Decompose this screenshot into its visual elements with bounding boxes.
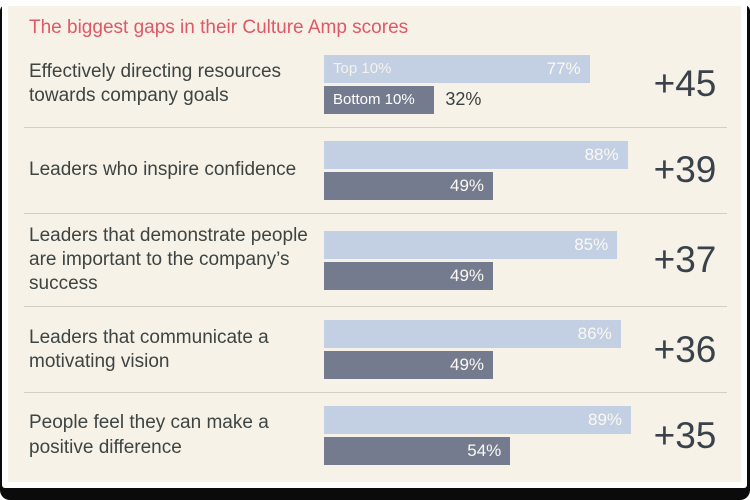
top-10-bar: 89%: [324, 406, 632, 435]
top-10-value: 85%: [574, 234, 609, 254]
top-10-bar: 88%: [324, 140, 628, 169]
bar-pair: Top 10% 77% Bottom 10% 32%: [324, 54, 643, 114]
gap-value: +36: [653, 328, 717, 370]
bar-pair: 89% 54%: [324, 406, 643, 466]
bar-pair: 88% 49%: [324, 140, 643, 200]
category-label: Leaders that communicate a motivating vi…: [29, 326, 269, 372]
gap-value: +37: [653, 239, 717, 280]
category-label: People feel they can make a positive dif…: [29, 412, 269, 458]
top-10-value: 88%: [584, 144, 619, 164]
top-10-value: 77%: [546, 58, 581, 78]
top-10-value: 89%: [588, 410, 623, 430]
bottom-10-value: 54%: [467, 441, 502, 461]
top-10-value: 86%: [577, 324, 612, 344]
gap-value: +35: [653, 414, 717, 456]
bottom-10-bar: Bottom 10%: [324, 85, 435, 114]
bottom-10-value: 49%: [450, 175, 485, 195]
bottom-10-bar: 49%: [324, 171, 494, 200]
chart-card: The biggest gaps in their Culture Amp sc…: [2, 0, 747, 488]
chart-title: The biggest gaps in their Culture Amp sc…: [29, 17, 409, 38]
category-label: Effectively directing resources towards …: [29, 61, 282, 107]
gap-value: +39: [653, 149, 717, 191]
bottom-10-value: 49%: [450, 265, 485, 285]
top-10-legend-label: Top 10%: [333, 60, 392, 78]
bottom-10-legend-label: Bottom 10%: [333, 91, 415, 109]
top-10-bar: 85%: [324, 230, 618, 259]
chart-row: People feel they can make a positive dif…: [24, 392, 727, 478]
chart-rows: Effectively directing resources towards …: [24, 42, 727, 478]
chart-row: Leaders who inspire confidence 88% 49% +…: [24, 126, 727, 213]
bar-pair: 86% 49%: [324, 320, 643, 380]
bottom-10-value-outside: 32%: [445, 89, 482, 110]
bar-pair: 85% 49%: [324, 230, 643, 290]
chart-row: Leaders that demonstrate people are impo…: [24, 212, 727, 307]
bottom-10-value: 49%: [450, 355, 485, 375]
chart-row: Leaders that communicate a motivating vi…: [24, 306, 727, 392]
top-10-bar: 86%: [324, 320, 621, 349]
bottom-10-bar: 54%: [324, 437, 511, 466]
bottom-10-bar: 49%: [324, 351, 494, 380]
category-label: Leaders that demonstrate people are impo…: [29, 224, 308, 295]
chart-background: The biggest gaps in their Culture Amp sc…: [8, 6, 741, 482]
bottom-10-bar: 49%: [324, 261, 494, 290]
top-10-bar: Top 10% 77%: [324, 54, 590, 83]
chart-row: Effectively directing resources towards …: [24, 42, 727, 127]
gap-value: +45: [653, 63, 717, 105]
category-label: Leaders who inspire confidence: [29, 158, 297, 180]
